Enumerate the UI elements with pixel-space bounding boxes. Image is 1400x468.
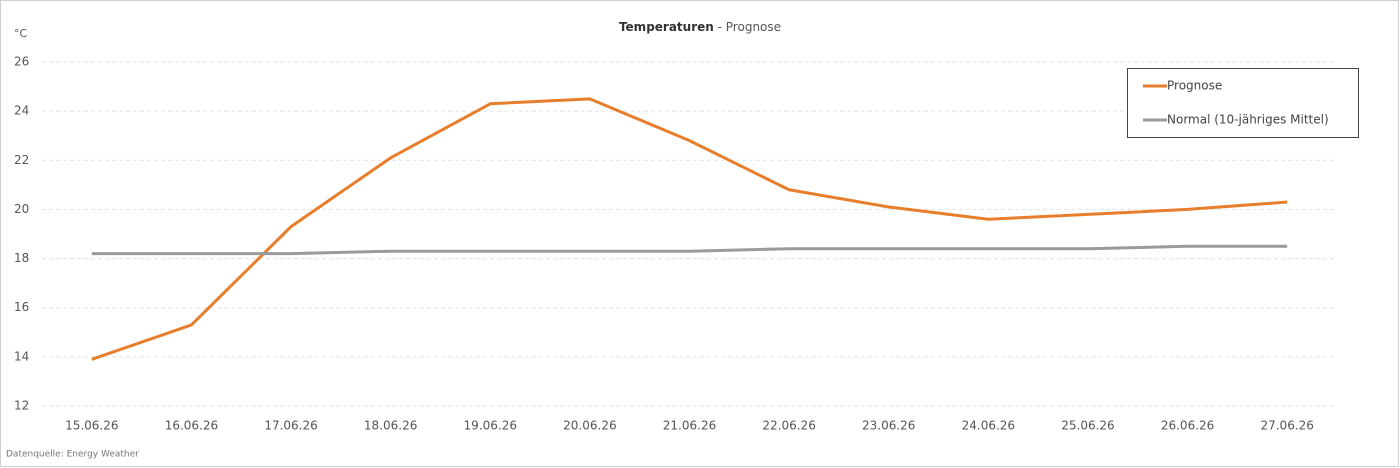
x-tick-label: 27.06.26 bbox=[1260, 419, 1313, 433]
x-tick-label: 16.06.26 bbox=[165, 419, 218, 433]
x-tick-label: 15.06.26 bbox=[65, 419, 118, 433]
y-tick-label: 12 bbox=[14, 399, 29, 413]
y-tick-label: 22 bbox=[14, 153, 29, 167]
x-tick-label: 25.06.26 bbox=[1061, 419, 1114, 433]
source: Datenquelle: Energy Weather bbox=[6, 450, 139, 460]
legend-label: Prognose bbox=[1167, 79, 1222, 93]
x-tick-label: 17.06.26 bbox=[264, 419, 317, 433]
series-line bbox=[91, 244, 1288, 256]
x-tick-label: 21.06.26 bbox=[663, 419, 716, 433]
subtitle: - Prognose bbox=[718, 20, 781, 34]
title: Temperaturen bbox=[619, 20, 714, 34]
x-tick-label: 20.06.26 bbox=[563, 419, 616, 433]
x-tick-label: 18.06.26 bbox=[364, 419, 417, 433]
x-tick-label: 24.06.26 bbox=[962, 419, 1015, 433]
x-tick-label: 19.06.26 bbox=[464, 419, 517, 433]
y-tick-label: 20 bbox=[14, 202, 29, 216]
y-tick-label: 26 bbox=[14, 55, 29, 69]
y-tick-label: 24 bbox=[14, 104, 29, 118]
chart-title: Temperaturen - Prognose bbox=[619, 20, 781, 34]
series-line bbox=[91, 97, 1288, 361]
y-tick-label: 16 bbox=[14, 300, 29, 314]
legend-box bbox=[1127, 68, 1359, 138]
x-tick-label: 22.06.26 bbox=[762, 419, 815, 433]
y-axis-label: °C bbox=[14, 27, 28, 40]
y-tick-label: 18 bbox=[14, 251, 29, 265]
x-tick-label: 23.06.26 bbox=[862, 419, 915, 433]
legend-label: Normal (10-jähriges Mittel) bbox=[1167, 113, 1329, 127]
x-tick-label: 26.06.26 bbox=[1161, 419, 1214, 433]
y-tick-label: 14 bbox=[14, 349, 29, 363]
